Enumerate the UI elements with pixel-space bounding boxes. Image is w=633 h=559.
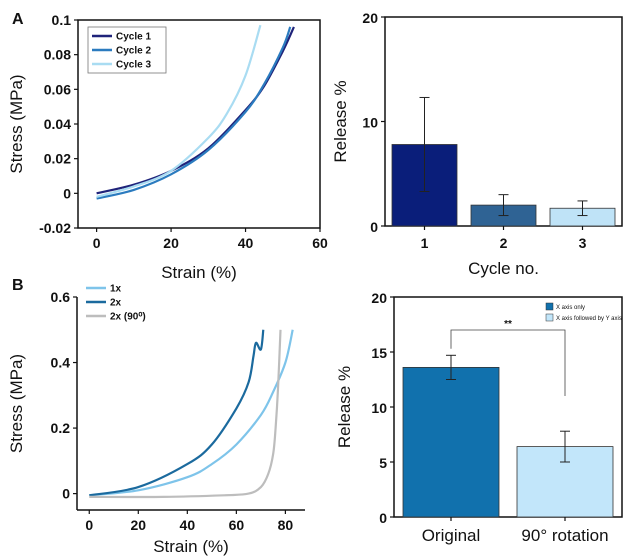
legend-label-2: 2x (90⁰) <box>110 312 146 323</box>
category-label-0: Original <box>422 526 481 545</box>
category-label-1: 90° rotation <box>521 526 608 545</box>
x-axis-label: Strain (%) <box>161 263 237 282</box>
y-tick-label: 10 <box>362 115 378 131</box>
x-tick-label: 20 <box>163 235 179 251</box>
legend-label-0: Cycle 1 <box>116 32 151 43</box>
significance-bracket <box>450 329 566 396</box>
x-tick-label: 0 <box>85 517 93 533</box>
x-axis-label: Strain (%) <box>153 537 229 556</box>
release-bar-chart-a: 0 10 20 1 2 3 Cycle no. Release % <box>331 10 623 278</box>
y-tick-label: 0.08 <box>44 47 71 63</box>
series-line-0 <box>89 329 294 497</box>
legend-label-0: 1x <box>110 284 122 295</box>
x-tick-label: 40 <box>180 517 196 533</box>
x-tick-label: 60 <box>229 517 245 533</box>
panel-label-b: B <box>12 277 24 294</box>
stress-strain-chart-a: 0 20 40 60 -0.02 0 0.02 0.04 0.06 0.08 0.1 Strain (… <box>7 12 328 282</box>
x-tick-label: 60 <box>312 235 328 251</box>
y-tick-label: 0.1 <box>52 12 72 28</box>
y-axis-label: Stress (MPa) <box>7 74 26 173</box>
y-tick-label: 0 <box>62 486 70 502</box>
release-bar-chart-b: 0 5 10 15 20 Original 90° rotation Release % ** X… <box>335 290 623 545</box>
y-tick-label: 5 <box>379 455 387 471</box>
significance-marker: ** <box>504 319 512 330</box>
x-tick-label: 0 <box>93 235 101 251</box>
y-tick-label: 0.6 <box>51 289 71 305</box>
x-tick-label: 40 <box>238 235 254 251</box>
series-line-2 <box>89 329 282 499</box>
y-tick-label: 0.06 <box>44 81 71 97</box>
legend-label-1: X axis followed by Y axis <box>556 316 622 322</box>
series-line-0 <box>96 26 295 195</box>
x-tick-label: 80 <box>278 517 294 533</box>
category-label-1: 2 <box>500 235 508 251</box>
y-axis-label: Release % <box>335 366 354 448</box>
legend-swatch-1 <box>545 313 554 322</box>
legend-label-1: Cycle 2 <box>116 46 151 57</box>
y-tick-label: 10 <box>371 400 387 416</box>
series-line-1 <box>96 26 292 200</box>
stress-strain-chart-b: 0 20 40 60 80 0 0.2 0.4 0.6 Strain (%) Stress (MPa… <box>7 284 305 556</box>
y-tick-label: 0.2 <box>51 420 71 436</box>
y-tick-label: 0 <box>63 185 71 201</box>
y-tick-label: 0 <box>370 219 378 235</box>
panel-label-a: A <box>12 11 24 28</box>
y-tick-label: 0.4 <box>51 355 71 371</box>
category-label-0: 1 <box>421 235 429 251</box>
category-label-2: 3 <box>579 235 587 251</box>
y-axis-label: Release % <box>331 80 350 162</box>
legend-label-0: X axis only <box>556 305 585 311</box>
y-tick-label: 20 <box>371 290 387 306</box>
x-axis-label: Cycle no. <box>468 259 539 278</box>
y-axis-label: Stress (MPa) <box>7 354 26 453</box>
y-tick-label: 0.04 <box>44 116 71 132</box>
legend-swatch-0 <box>545 302 554 311</box>
y-tick-label: 0.02 <box>44 151 71 167</box>
series-line-2 <box>96 24 262 198</box>
y-tick-label: 20 <box>362 10 378 26</box>
legend-label-1: 2x <box>110 298 122 309</box>
x-tick-label: 20 <box>131 517 147 533</box>
y-tick-label: 15 <box>371 345 387 361</box>
series-line-1 <box>89 329 265 497</box>
y-tick-label: 0 <box>379 510 387 526</box>
bar-0 <box>402 366 500 518</box>
y-tick-label: -0.02 <box>39 220 71 236</box>
legend-label-2: Cycle 3 <box>116 60 151 71</box>
